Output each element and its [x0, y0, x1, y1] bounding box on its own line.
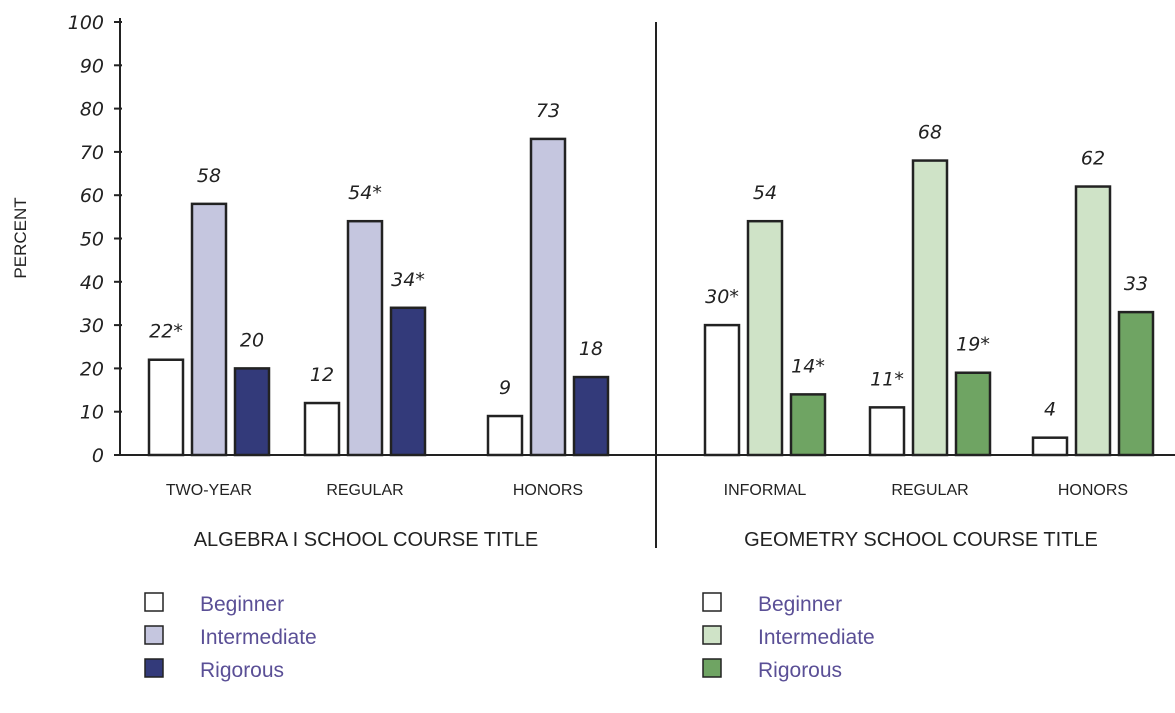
bar — [911, 159, 949, 457]
legend-swatch — [702, 658, 722, 678]
category-label: INFORMAL — [724, 482, 807, 499]
data-label: 9 — [499, 377, 511, 399]
data-label: 54 — [753, 182, 777, 204]
legend-label: Beginner — [758, 593, 842, 616]
y-tick-label: 100 — [68, 12, 104, 34]
y-tick-label: 50 — [80, 229, 104, 251]
data-label: 73 — [536, 100, 560, 122]
category-label: TWO-YEAR — [166, 482, 252, 499]
bar — [572, 375, 610, 457]
bar — [190, 202, 228, 457]
category-label: REGULAR — [326, 482, 403, 499]
legend-swatch — [702, 625, 722, 645]
legend-label: Rigorous — [200, 659, 284, 682]
data-label: 54* — [348, 182, 382, 204]
group-title: GEOMETRY SCHOOL COURSE TITLE — [744, 529, 1098, 551]
y-tick-label: 60 — [80, 185, 104, 207]
y-tick-label: 70 — [80, 142, 104, 164]
bar — [868, 406, 906, 457]
data-label: 68 — [918, 122, 942, 144]
bars: 22* 58 20 12 54* 34* 9 73 18 30* 54 14* 11* 68 19* 4 62 3… — [147, 100, 1155, 457]
legend-label: Intermediate — [200, 626, 317, 649]
legend-swatch — [144, 625, 164, 645]
legend-label: Beginner — [200, 593, 284, 616]
data-label: 19* — [956, 334, 990, 356]
bar — [147, 358, 185, 457]
bar — [1074, 185, 1112, 457]
bar — [486, 414, 524, 457]
bar — [746, 219, 784, 457]
data-label: 12 — [310, 364, 334, 386]
group-title: ALGEBRA I SCHOOL COURSE TITLE — [194, 529, 539, 551]
y-tick-label: 0 — [92, 445, 104, 467]
data-label: 11* — [870, 368, 904, 390]
bar — [1117, 310, 1155, 457]
legend-swatch — [144, 658, 164, 678]
legend-label: Intermediate — [758, 626, 875, 649]
data-label: 58 — [197, 165, 221, 187]
data-label: 14* — [791, 355, 825, 377]
category-label: HONORS — [1058, 482, 1128, 499]
data-label: 18 — [579, 338, 603, 360]
y-tick-label: 40 — [80, 272, 104, 294]
y-tick-label: 20 — [80, 358, 104, 380]
bar — [703, 323, 741, 457]
data-label: 62 — [1081, 148, 1105, 170]
bar — [303, 401, 341, 457]
bar — [529, 137, 567, 457]
bar — [346, 219, 384, 457]
y-tick-label: 90 — [80, 55, 104, 77]
y-tick-label: 80 — [80, 99, 104, 121]
y-tick-label: 10 — [80, 402, 104, 424]
bar — [1031, 436, 1069, 457]
bar — [389, 306, 427, 457]
bar — [233, 367, 271, 457]
legends: Beginner Intermediate Rigorous Beginner Inte… — [144, 592, 875, 682]
category-label: REGULAR — [891, 482, 968, 499]
category-label: HONORS — [513, 482, 583, 499]
y-tick-label: 30 — [80, 315, 104, 337]
legend-label: Rigorous — [758, 659, 842, 682]
bar — [789, 393, 827, 457]
data-label: 34* — [391, 269, 425, 291]
legend-swatch — [144, 592, 164, 612]
bar — [954, 371, 992, 457]
data-label: 30* — [705, 286, 739, 308]
legend-swatch — [702, 592, 722, 612]
y-axis-title: PERCENT — [11, 197, 30, 278]
data-label: 22* — [149, 321, 183, 343]
axes: 0 10 20 30 40 50 60 70 80 90 100 PERCENT ALGEBRA I S… — [11, 12, 1175, 551]
data-label: 33 — [1124, 273, 1148, 295]
data-label: 4 — [1044, 399, 1056, 421]
data-label: 20 — [240, 329, 264, 351]
